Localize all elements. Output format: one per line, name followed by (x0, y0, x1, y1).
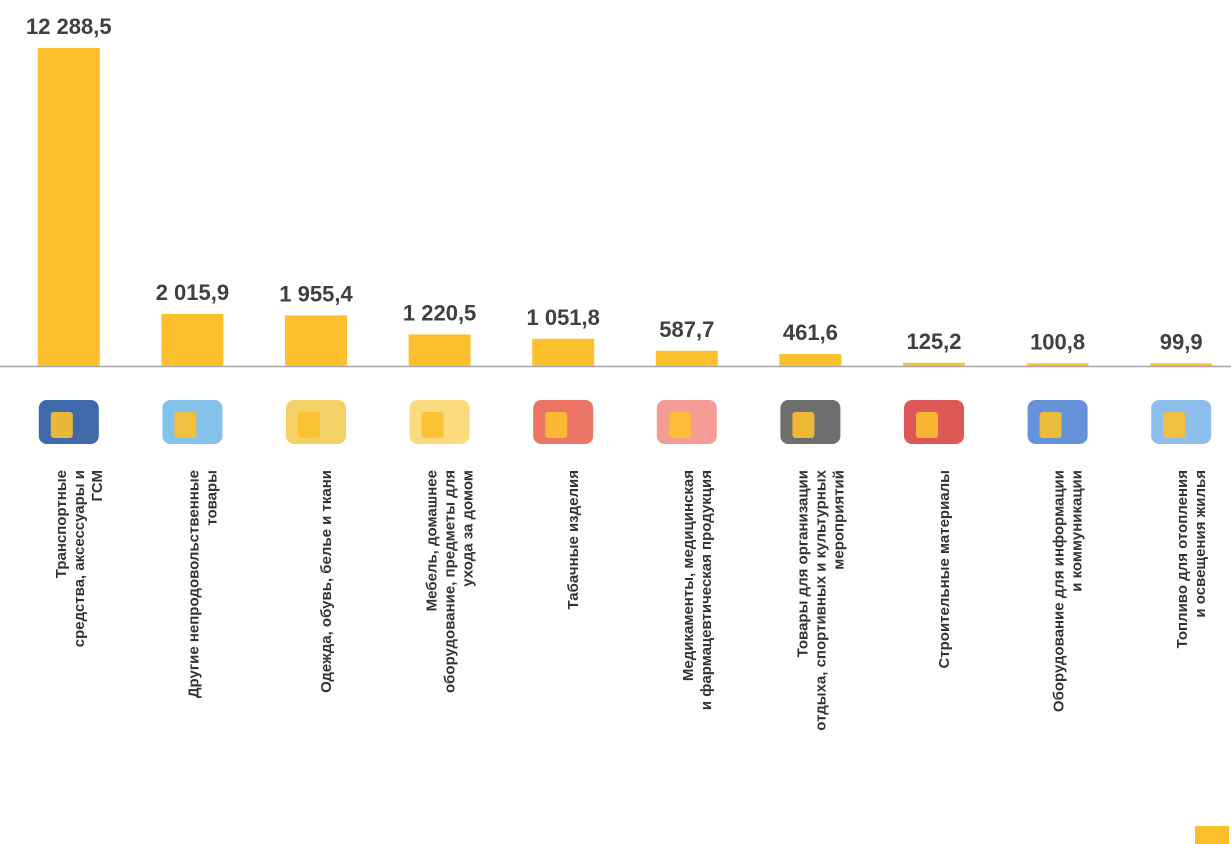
icon (50, 412, 73, 438)
category-label: и освещения жилья (1192, 470, 1209, 618)
value-label: 1 955,4 (279, 281, 353, 306)
category-label: Одежда, обувь, белье и ткани (318, 470, 335, 693)
icon (545, 412, 568, 438)
category-label: Другие непродовольственные (185, 470, 202, 698)
category-label: оборудование, предметы для (442, 470, 459, 693)
bar (779, 354, 842, 366)
value-label: 99,9 (1160, 329, 1203, 354)
category-label: Табачные изделия (565, 470, 582, 610)
category-label: товары (203, 470, 220, 526)
category-label: Медикаменты, медицинская (680, 470, 697, 681)
icon (421, 412, 444, 438)
bar (408, 334, 471, 366)
icon (916, 412, 938, 438)
value-label: 100,8 (1030, 329, 1085, 354)
bar (285, 315, 347, 366)
category-label: ухода за домом (460, 470, 477, 587)
category-label: Мебель, домашнее (424, 470, 441, 611)
icon (298, 412, 320, 438)
bar (1026, 363, 1089, 366)
icon (174, 412, 197, 438)
icon (792, 412, 815, 438)
value-label: 1 220,5 (403, 300, 476, 325)
icon (668, 412, 691, 438)
category-label: и фармацевтическая продукция (698, 470, 715, 710)
bar (1150, 363, 1213, 366)
value-label: 461,6 (783, 320, 838, 345)
category-label: Строительные материалы (936, 470, 953, 669)
icon (1163, 412, 1186, 438)
category-label: отдыха, спортивных и культурных (812, 469, 829, 730)
bar (655, 350, 718, 366)
category-label: средства, аксессуары и (71, 470, 88, 647)
bar (903, 362, 965, 366)
category-label: мероприятий (830, 470, 847, 570)
bar (532, 338, 595, 366)
value-label: 587,7 (659, 317, 714, 342)
category-label: Транспортные (53, 470, 70, 578)
category-label: Оборудование для информации (1051, 470, 1068, 712)
category-label: и коммуникации (1069, 470, 1086, 592)
legend-swatch (1195, 826, 1229, 844)
value-label: 1 051,8 (526, 305, 599, 330)
value-label: 125,2 (906, 329, 961, 354)
category-label: ГСМ (89, 470, 106, 501)
value-label: 2 015,9 (156, 280, 229, 305)
icons (38, 400, 1212, 444)
bar (161, 313, 224, 366)
icon (1039, 412, 1062, 438)
bar (37, 48, 100, 366)
category-label: Товары для организации (794, 470, 811, 657)
value-label: 12 288,5 (26, 14, 112, 39)
category-label: Топливо для отопления (1174, 470, 1191, 648)
